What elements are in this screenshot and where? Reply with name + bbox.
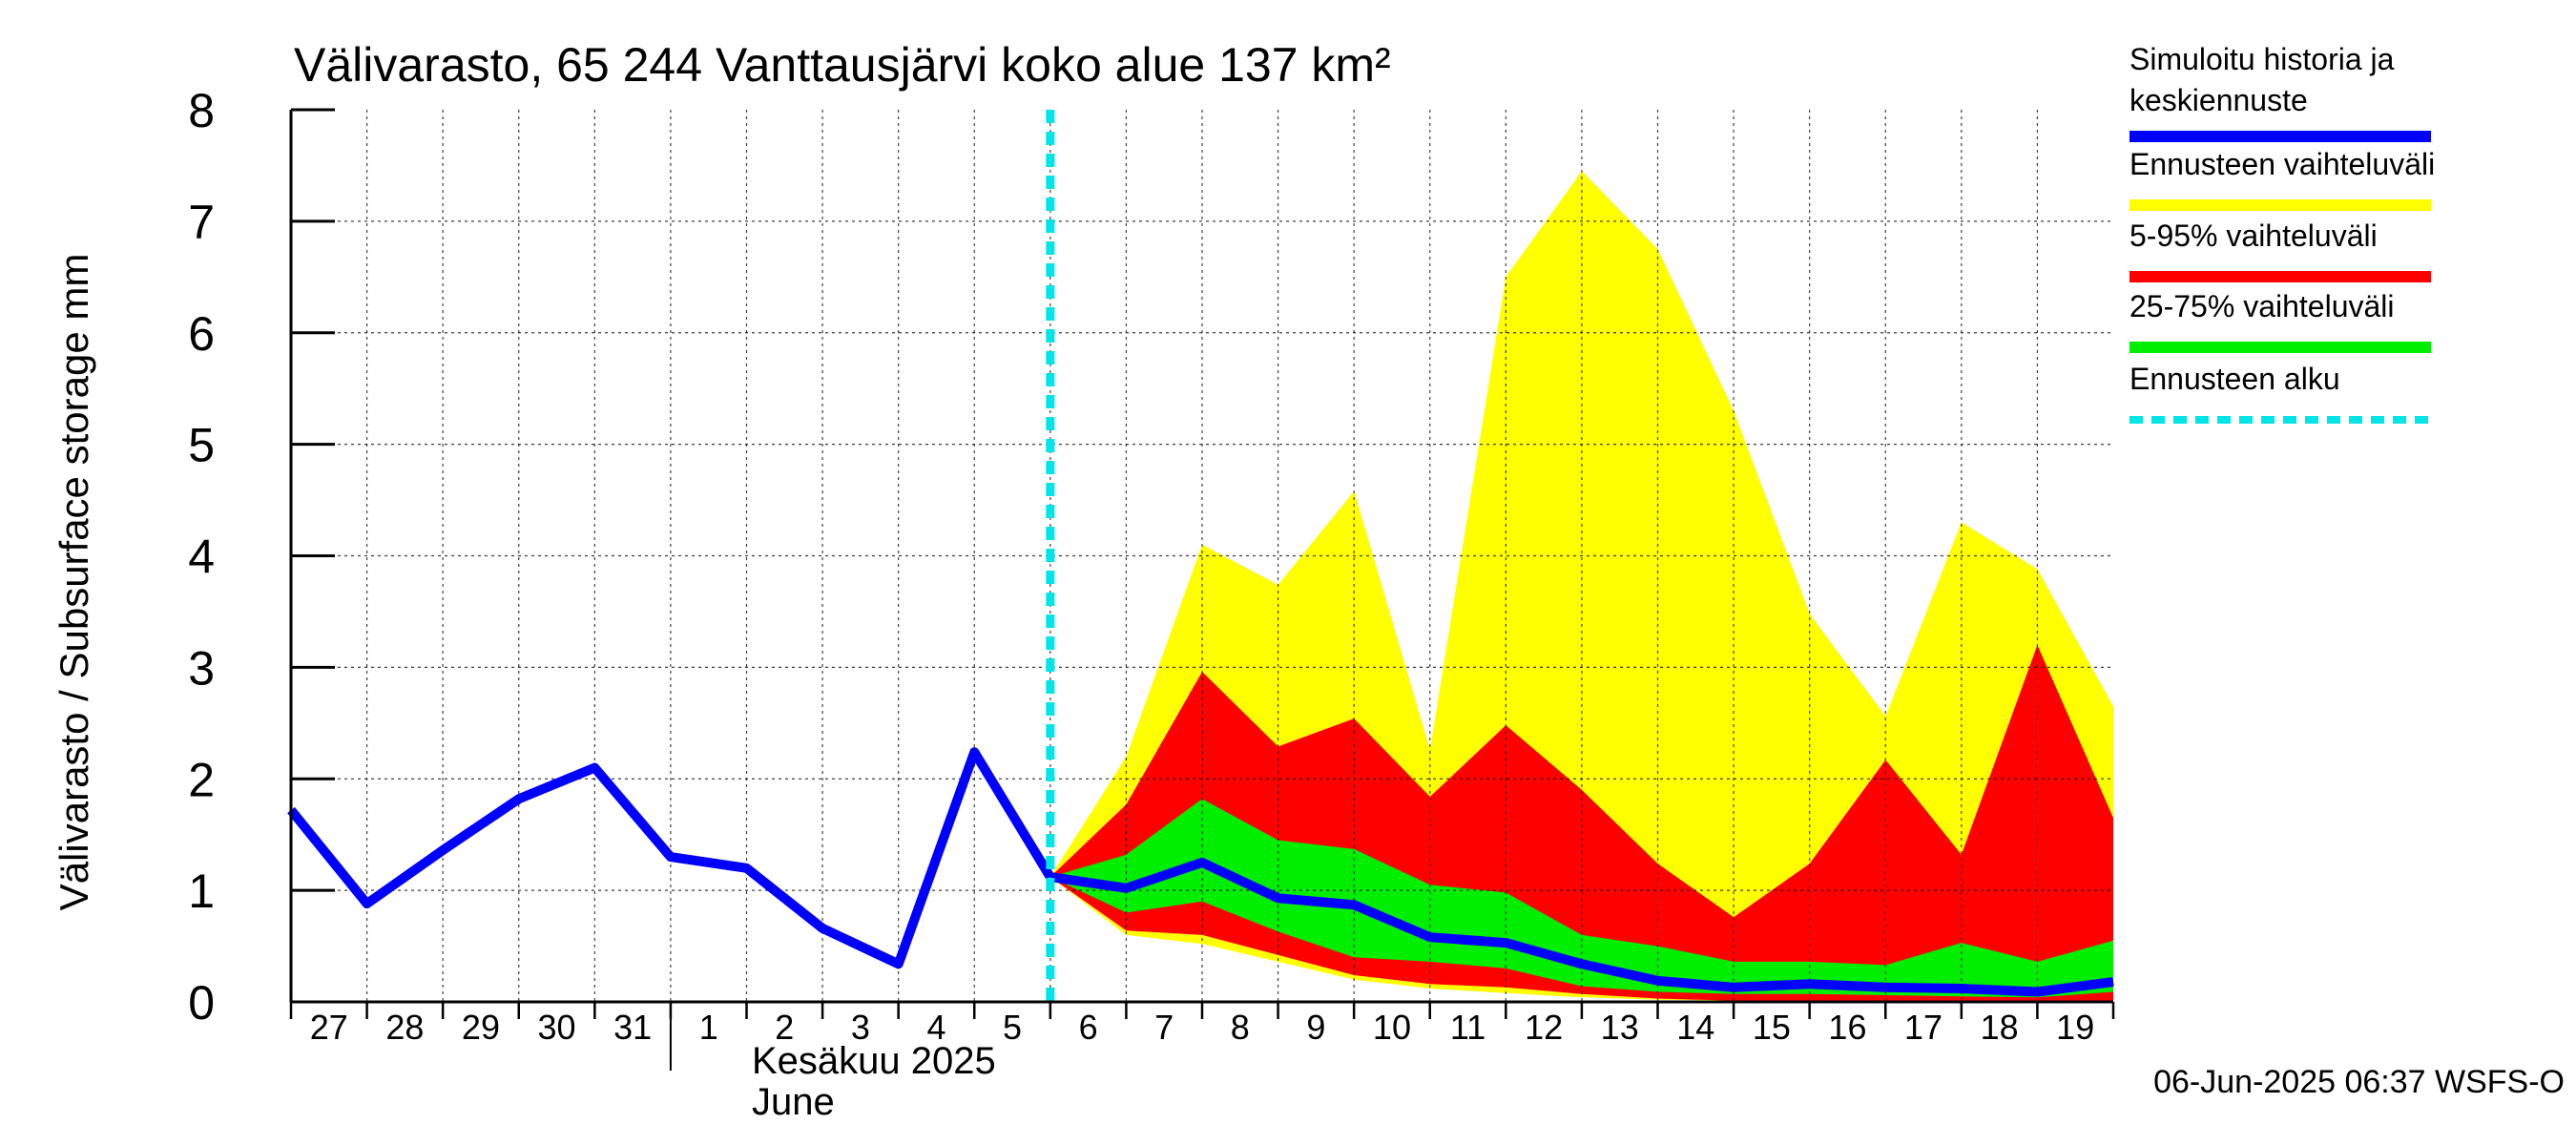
band-25-75 — [1049, 799, 2113, 998]
legend-label: Simuloitu historia ja keskiennuste — [2129, 42, 2395, 117]
x-tick-label: 8 — [1231, 1008, 1250, 1047]
y-tick-label: 2 — [188, 753, 215, 806]
legend: Simuloitu historia ja keskiennuste Ennuste… — [2129, 42, 2435, 424]
x-tick-label: 9 — [1306, 1008, 1325, 1047]
x-tick-label: 14 — [1676, 1008, 1714, 1047]
legend-item: 25-75% vaihteluväli — [2129, 289, 2431, 353]
x-tick-label: 3 — [851, 1008, 870, 1047]
x-tick-label: 28 — [385, 1008, 424, 1047]
y-tick-label: 3 — [188, 641, 215, 695]
footer-timestamp: 06-Jun-2025 06:37 WSFS-O — [2153, 1064, 2565, 1100]
x-tick-label: 17 — [1904, 1008, 1942, 1047]
legend-label: Ennusteen alku — [2129, 362, 2340, 396]
legend-label: 25-75% vaihteluväli — [2129, 289, 2395, 323]
legend-item: Ennusteen alku — [2129, 362, 2431, 424]
x-tick-label: 30 — [538, 1008, 576, 1047]
legend-label-line: keskiennuste — [2129, 83, 2308, 117]
x-tick-label: 27 — [310, 1008, 348, 1047]
axes — [289, 108, 2115, 1071]
series-simulated-history — [287, 747, 1055, 969]
x-tick-label: 15 — [1753, 1008, 1791, 1047]
x-tick-label: 12 — [1525, 1008, 1563, 1047]
x-tick-label: 16 — [1828, 1008, 1866, 1047]
x-tick-label: 2 — [775, 1008, 794, 1047]
x-tick-label: 29 — [462, 1008, 500, 1047]
x-tick-label: 19 — [2056, 1008, 2094, 1047]
x-tick-label: 5 — [1003, 1008, 1022, 1047]
x-tick-label: 6 — [1079, 1008, 1098, 1047]
x-tick-label: 4 — [926, 1008, 945, 1047]
x-tick-label: 7 — [1154, 1008, 1174, 1047]
series-lines — [287, 110, 2114, 1002]
y-tick-label: 4 — [188, 531, 215, 584]
x-axis-month-en: June — [752, 1081, 835, 1123]
legend-item: Simuloitu historia ja keskiennuste — [2129, 42, 2431, 142]
chart-title: Välivarasto, 65 244 Vanttausjärvi koko a… — [294, 38, 1391, 92]
y-tick-label: 5 — [188, 419, 215, 472]
x-tick-label: 11 — [1450, 1008, 1485, 1047]
legend-label: 5-95% vaihteluväli — [2129, 219, 2378, 253]
x-tick-label: 18 — [1981, 1008, 2019, 1047]
y-tick-label: 0 — [188, 976, 215, 1030]
x-axis-month-fi: Kesäkuu 2025 — [752, 1040, 996, 1082]
x-tick-label: 31 — [613, 1008, 652, 1047]
y-tick-label: 7 — [188, 196, 215, 249]
y-axis-label: Välivarasto / Subsurface storage mm — [52, 254, 96, 911]
x-tick-label: 1 — [699, 1008, 718, 1047]
grid-lines — [291, 110, 2113, 1002]
y-tick-label: 6 — [188, 307, 215, 361]
legend-label-line: Simuloitu historia ja — [2129, 42, 2395, 76]
legend-item: 5-95% vaihteluväli — [2129, 219, 2431, 282]
x-tick-label: 13 — [1601, 1008, 1639, 1047]
legend-item: Ennusteen vaihteluväli — [2129, 147, 2435, 211]
series-forecast-median — [1049, 857, 2114, 997]
y-tick-label: 1 — [188, 864, 215, 918]
y-tick-label: 8 — [188, 84, 215, 137]
x-tick-label: 10 — [1373, 1008, 1411, 1047]
legend-label: Ennusteen vaihteluväli — [2129, 147, 2435, 181]
